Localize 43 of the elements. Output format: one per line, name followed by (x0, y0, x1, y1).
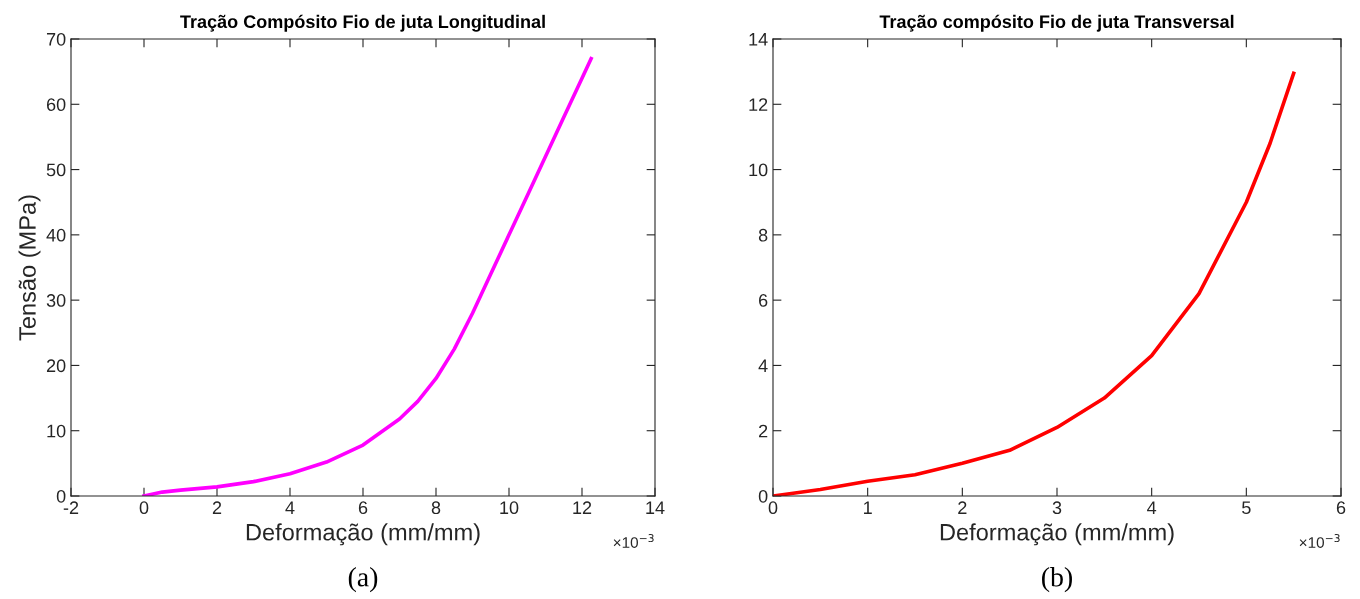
x-tick-label: 12 (573, 501, 592, 514)
y-tick-label: 50 (46, 163, 66, 177)
y-tick-label: 0 (758, 489, 768, 503)
y-tick-label: 60 (46, 98, 66, 112)
y-tick-label: 20 (46, 359, 66, 373)
y-tick-label: 0 (56, 489, 66, 503)
text: (a) (348, 567, 378, 593)
x-tick-label: 5 (1242, 501, 1251, 515)
x-tick-label: 2 (212, 501, 222, 514)
x-tick-label: 6 (1336, 501, 1346, 515)
text: ×10$^{−3}$ (1299, 534, 1340, 548)
x-tick-label: 0 (768, 501, 778, 515)
y-tick-label: 12 (749, 98, 768, 111)
y-tick-label: 6 (759, 294, 768, 307)
y-tick-label: 10 (47, 424, 66, 438)
x-axis-title: Deformação (mm/mm) (940, 523, 1174, 546)
y-tick-label: 10 (749, 163, 768, 177)
x-tick-label: 6 (358, 501, 368, 515)
x-tick-label: 3 (1052, 501, 1062, 515)
x-tick-label: 10 (500, 501, 519, 515)
x-tick-label: 4 (1147, 501, 1157, 514)
x-tick-label: 1 (864, 501, 872, 514)
y-tick-label: 8 (758, 228, 768, 242)
line-series (773, 71, 1296, 496)
x-tick-label: 4 (285, 501, 295, 514)
x-axis-title: Deformação (mm/mm) (246, 523, 480, 546)
chart-title: Tração compósito Fio de juta Transversal (879, 14, 1234, 32)
y-tick-label: 30 (46, 294, 66, 307)
chart-title: Tração Compósito Fio de juta Longitudinal (180, 14, 545, 32)
x-tick-label: 2 (958, 501, 967, 514)
y-tick-label: 4 (758, 359, 768, 372)
x-tick-label: -2 (63, 501, 79, 514)
x-tick-label: 14 (646, 501, 665, 514)
text: ×10$^{−3}$ (613, 534, 654, 548)
line-series (142, 56, 593, 496)
y-tick-label: 40 (46, 228, 66, 242)
x-tick-label: 0 (139, 501, 149, 515)
y-tick-label: 70 (46, 32, 66, 46)
x-tick-label: 8 (431, 501, 441, 515)
y-tick-label: 2 (759, 424, 768, 438)
y-tick-label: 14 (749, 33, 768, 46)
y-axis-title: Tensão (MPa) (18, 195, 41, 341)
text: (b) (1042, 567, 1072, 593)
